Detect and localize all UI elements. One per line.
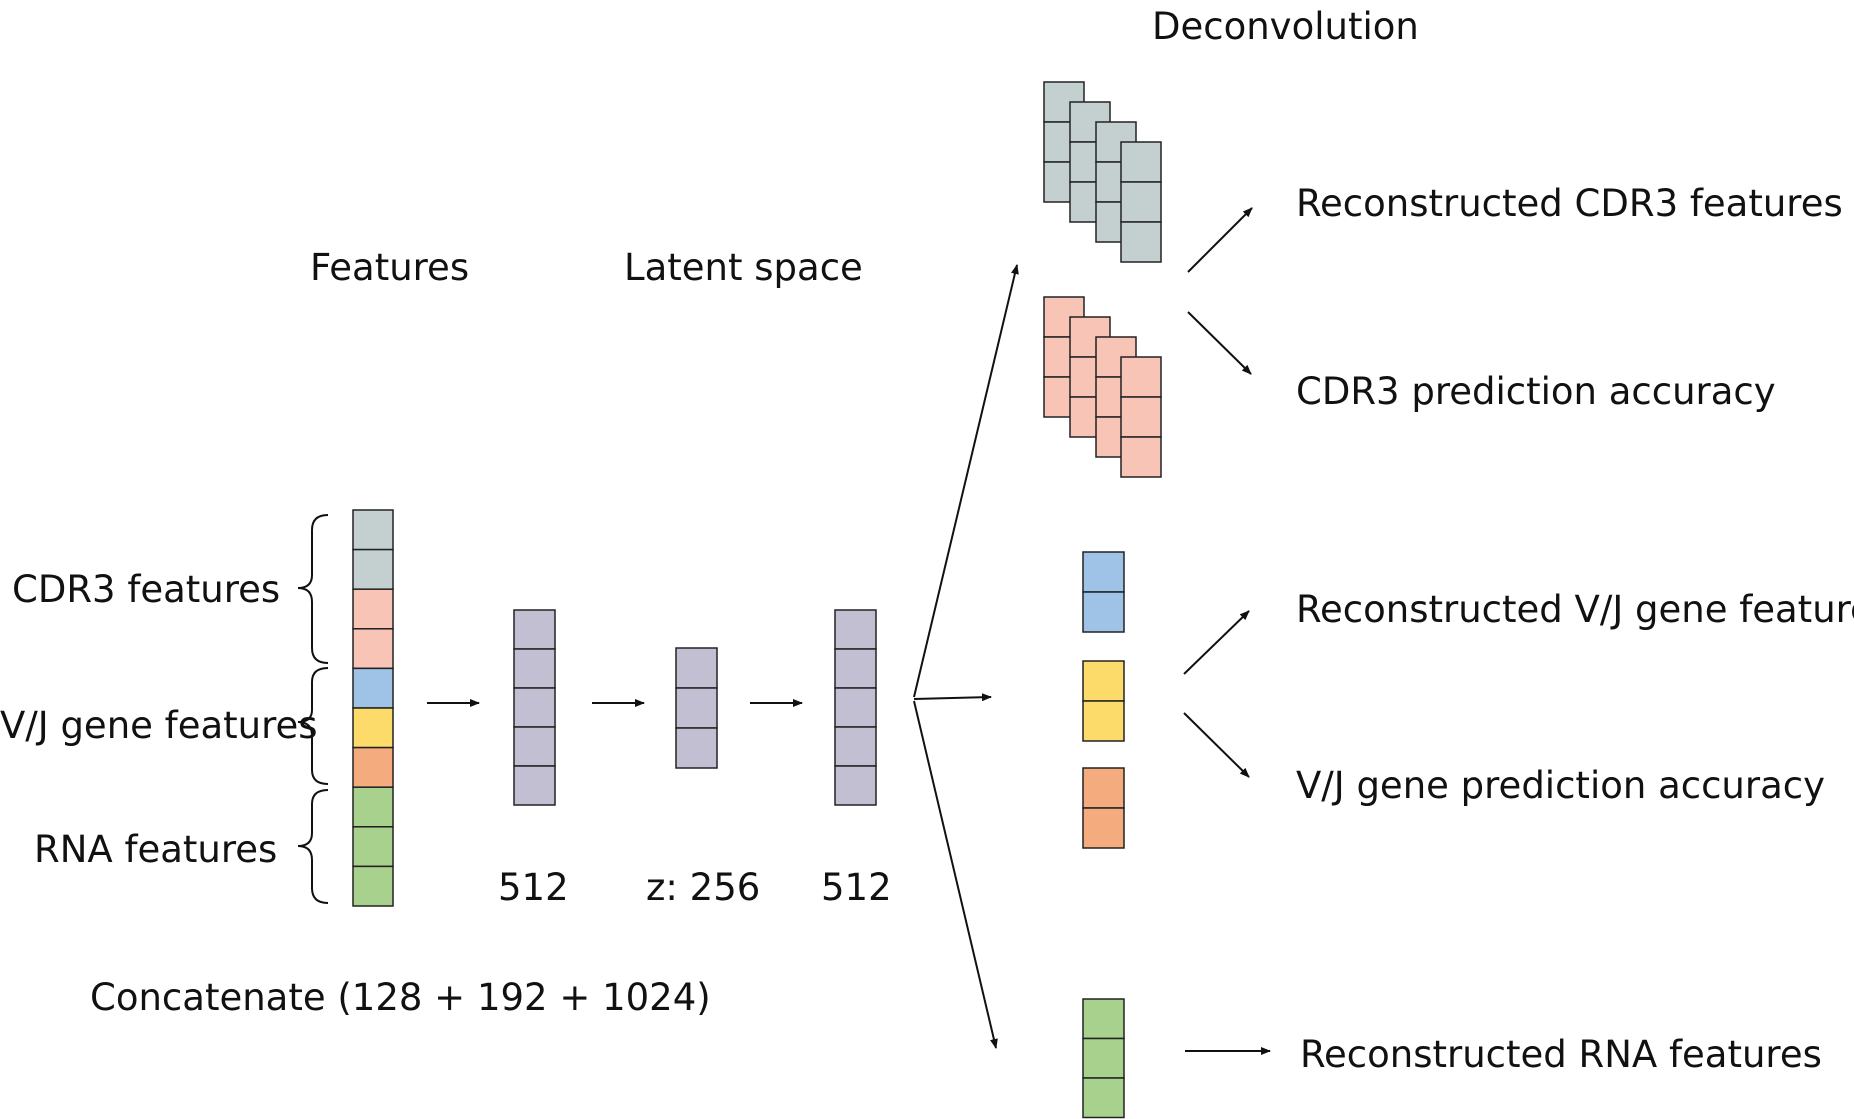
input-feature-column-cell-2 [352,548,394,590]
decoder-dim-label: 512 [821,866,892,909]
encoder-layer-cell-1 [513,609,556,650]
cdr3-accuracy-map-4-cell-1 [1120,356,1162,398]
rna-output-block-cell-2 [1082,1037,1125,1079]
v-gene-output-block-cell-1 [1082,551,1125,593]
vj-bracket [297,667,329,785]
j-gene-output-block-cell-2 [1082,700,1125,742]
latent-dim-label: z: 256 [646,866,761,909]
arrow-to-vj-branch [913,693,992,702]
encoder-dim-label: 512 [498,866,569,909]
encoder-layer-cell-4 [513,726,556,767]
connectors [297,207,1271,1055]
cdr3-deconv-map-4-cell-3 [1120,221,1162,263]
arrow-out-cdr3-reconstructed [1187,207,1253,273]
input-feature-column-cell-4 [352,628,394,670]
concatenate-label: Concatenate (128 + 192 + 1024) [90,976,711,1019]
arrow-out-cdr3-accuracy [1187,311,1252,375]
output-vj-accuracy: V/J gene prediction accuracy [1296,764,1826,807]
encoder-layer-cell-5 [513,765,556,806]
encoder-layer-cell-3 [513,687,556,728]
encoder-layer-cell-2 [513,648,556,689]
latent-layer-cell-1 [675,647,718,689]
latent-layer-cell-2 [675,687,718,729]
cdr3-features-label: CDR3 features [12,568,281,611]
input-feature-column-cell-3 [352,588,394,630]
vj-orange-output-block-cell-1 [1082,767,1125,809]
decoder-layer-cell-4 [834,726,877,767]
decoder-layer-cell-3 [834,687,877,728]
latent-layer-cell-3 [675,727,718,769]
feature-blocks [352,81,1162,1119]
input-feature-column-cell-5 [352,667,394,709]
vj-gene-features-label: V/J gene features [0,704,318,747]
input-feature-column-cell-1 [352,509,394,551]
output-vj-reconstructed: Reconstructed V/J gene features [1296,588,1854,631]
rna-bracket [297,789,329,904]
deconvolution-label: Deconvolution [1152,5,1419,48]
vj-orange-output-block-cell-2 [1082,807,1125,849]
input-feature-column-cell-6 [352,707,394,749]
latent-space-heading: Latent space [624,246,863,289]
input-feature-column-cell-8 [352,786,394,828]
cdr3-deconv-map-4-cell-1 [1120,141,1162,183]
rna-output-block-cell-3 [1082,1077,1125,1119]
output-rna-reconstructed: Reconstructed RNA features [1300,1033,1822,1076]
j-gene-output-block-cell-1 [1082,660,1125,702]
input-feature-column-cell-7 [352,746,394,788]
decoder-layer-cell-5 [834,765,877,806]
decoder-layer-cell-1 [834,609,877,650]
v-gene-output-block-cell-2 [1082,591,1125,633]
decoder-layer-cell-2 [834,648,877,689]
features-heading: Features [310,246,470,289]
arrow-to-cdr3-branch [913,264,1019,698]
arrow-to-rna-branch [913,700,998,1049]
arrow-out-vj-accuracy [1183,712,1250,778]
rna-output-block-cell-1 [1082,998,1125,1040]
rna-features-label: RNA features [34,828,278,871]
output-cdr3-reconstructed: Reconstructed CDR3 features [1296,182,1843,225]
cdr3-deconv-map-4-cell-2 [1120,181,1162,223]
output-cdr3-accuracy: CDR3 prediction accuracy [1296,370,1776,413]
input-feature-column-cell-10 [352,865,394,907]
input-feature-column-cell-9 [352,826,394,868]
arrow-out-vj-reconstructed [1183,610,1250,675]
cdr3-bracket [297,514,329,664]
cdr3-accuracy-map-4-cell-3 [1120,436,1162,478]
cdr3-accuracy-map-4-cell-2 [1120,396,1162,438]
